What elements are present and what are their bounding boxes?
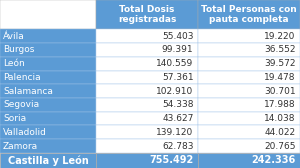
Bar [198, 84, 300, 98]
Text: 44.022: 44.022 [264, 128, 296, 137]
Text: Zamora: Zamora [3, 141, 38, 151]
Bar [198, 71, 300, 84]
Bar [96, 43, 198, 57]
Text: 242.336: 242.336 [251, 155, 296, 165]
Text: Ávila: Ávila [3, 32, 25, 41]
Bar [0, 98, 96, 112]
Text: 30.701: 30.701 [264, 87, 296, 96]
Bar [198, 43, 300, 57]
Text: Valladolid: Valladolid [3, 128, 47, 137]
Text: Burgos: Burgos [3, 46, 34, 54]
Bar [96, 84, 198, 98]
Bar [96, 71, 198, 84]
Text: Salamanca: Salamanca [3, 87, 53, 96]
Text: 39.572: 39.572 [264, 59, 296, 68]
Bar [96, 98, 198, 112]
Text: Total Personas con
pauta completa: Total Personas con pauta completa [201, 5, 297, 24]
Bar [198, 98, 300, 112]
Bar [96, 153, 198, 168]
Bar [198, 0, 300, 29]
Bar [0, 112, 96, 125]
Bar [96, 0, 198, 29]
Text: 140.559: 140.559 [156, 59, 194, 68]
Text: Total Dosis
registradas: Total Dosis registradas [118, 5, 176, 24]
Bar [0, 29, 96, 43]
Text: 20.765: 20.765 [264, 141, 296, 151]
Bar [198, 153, 300, 168]
Bar [96, 112, 198, 125]
Bar [0, 57, 96, 71]
Bar [0, 43, 96, 57]
Text: 19.478: 19.478 [264, 73, 296, 82]
Bar [0, 71, 96, 84]
Text: 14.038: 14.038 [264, 114, 296, 123]
Bar [198, 125, 300, 139]
Text: 57.361: 57.361 [162, 73, 194, 82]
Text: León: León [3, 59, 25, 68]
Text: 102.910: 102.910 [156, 87, 194, 96]
Bar [0, 125, 96, 139]
Bar [0, 139, 96, 153]
Bar [0, 0, 96, 29]
Text: 139.120: 139.120 [156, 128, 194, 137]
Bar [198, 29, 300, 43]
Text: Segovia: Segovia [3, 100, 39, 109]
Bar [198, 57, 300, 71]
Text: 755.492: 755.492 [149, 155, 194, 165]
Text: 17.988: 17.988 [264, 100, 296, 109]
Bar [96, 29, 198, 43]
Bar [96, 57, 198, 71]
Text: 19.220: 19.220 [264, 32, 296, 41]
Text: 62.783: 62.783 [162, 141, 194, 151]
Text: 36.552: 36.552 [264, 46, 296, 54]
Bar [198, 112, 300, 125]
Bar [198, 139, 300, 153]
Text: Palencia: Palencia [3, 73, 40, 82]
Text: 99.391: 99.391 [162, 46, 194, 54]
Bar [0, 84, 96, 98]
Bar [96, 139, 198, 153]
Bar [0, 153, 96, 168]
Text: 43.627: 43.627 [162, 114, 194, 123]
Bar [96, 125, 198, 139]
Text: 54.338: 54.338 [162, 100, 194, 109]
Text: Soria: Soria [3, 114, 26, 123]
Text: Castilla y León: Castilla y León [8, 155, 88, 166]
Text: 55.403: 55.403 [162, 32, 194, 41]
